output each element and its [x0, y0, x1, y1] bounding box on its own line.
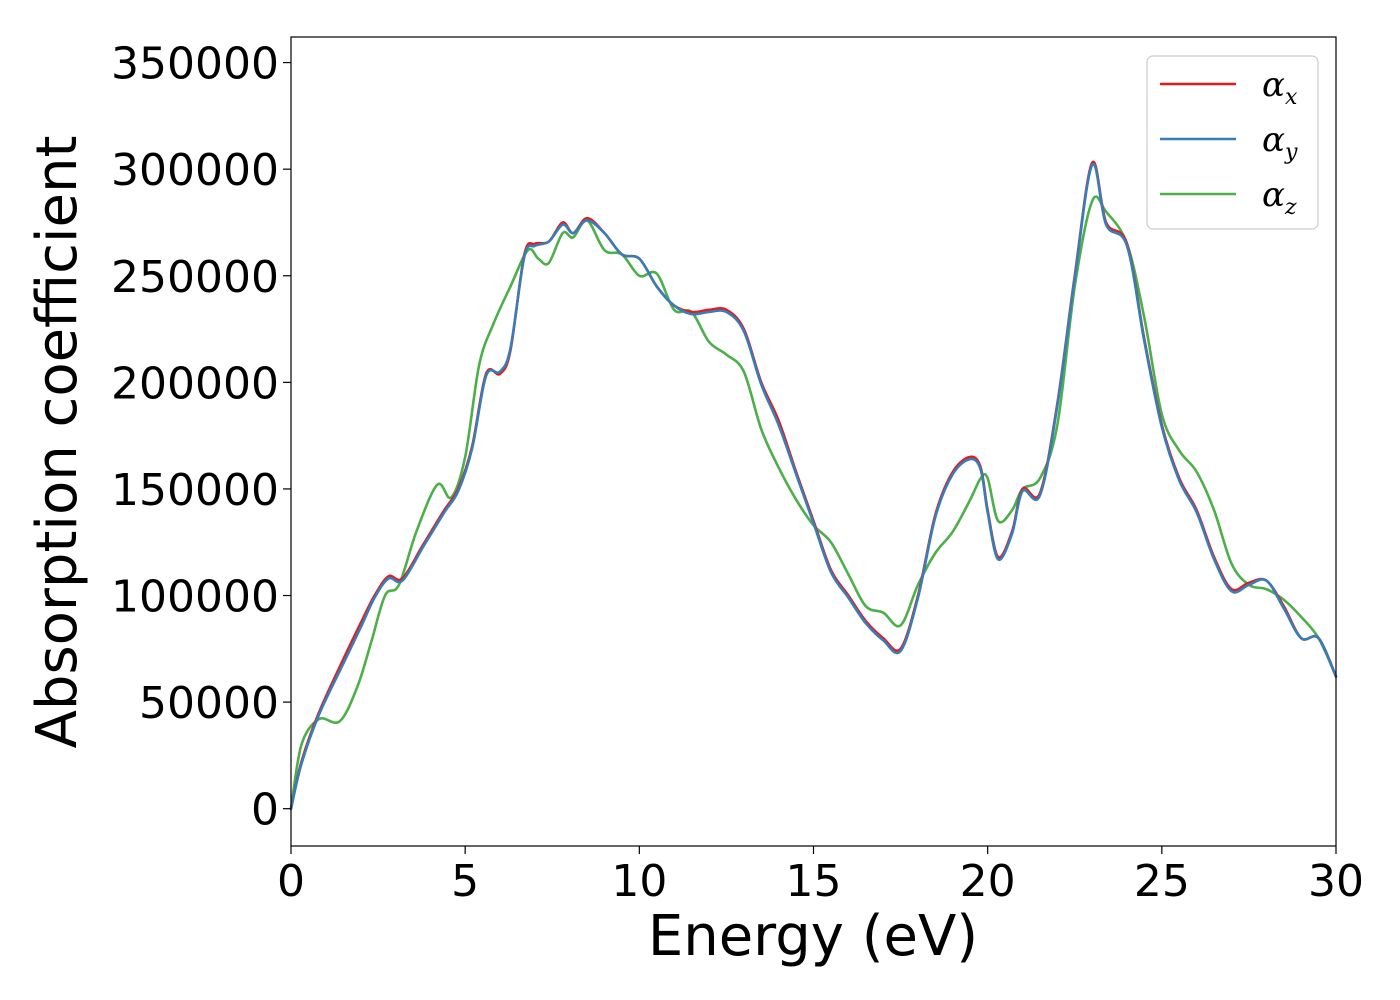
legend-box	[1146, 55, 1319, 230]
x-tick-label: 5	[451, 856, 479, 907]
y-tick-label: 350000	[111, 39, 279, 90]
y-tick-label: 100000	[111, 572, 279, 623]
x-axis-ticks: 0 5 10 15 20 25 30	[277, 846, 1364, 907]
y-tick-label: 150000	[111, 465, 279, 516]
y-tick-label: 250000	[111, 252, 279, 303]
x-tick-label: 0	[277, 856, 305, 907]
series-line-z	[291, 197, 1336, 809]
x-tick-label: 30	[1308, 856, 1364, 907]
y-tick-label: 200000	[111, 358, 279, 409]
x-tick-label: 25	[1134, 856, 1190, 907]
y-tick-label: 0	[251, 785, 279, 836]
series-line-y	[291, 164, 1336, 809]
x-axis-label: Energy (eV)	[648, 904, 978, 969]
series-layer	[291, 162, 1336, 809]
x-tick-label: 10	[611, 856, 667, 907]
y-tick-label: 50000	[139, 678, 279, 729]
x-tick-label: 20	[960, 856, 1016, 907]
x-tick-label: 15	[786, 856, 842, 907]
y-axis-label: Absorption coefficient	[25, 136, 90, 749]
y-tick-label: 300000	[111, 145, 279, 196]
y-axis-ticks: 0 50000 100000 150000 200000 250000 300000 3500…	[111, 39, 291, 836]
